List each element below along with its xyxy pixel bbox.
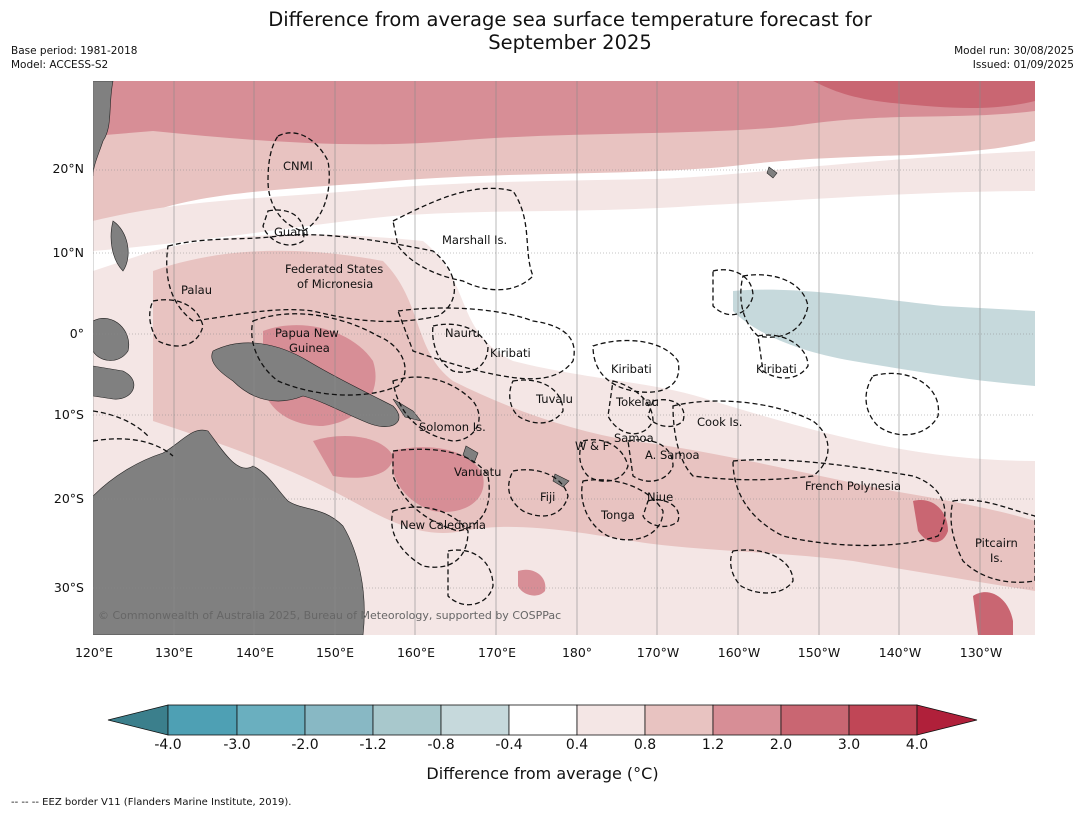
lat-label-20s: 20°S — [53, 491, 84, 506]
label-guam: Guam — [274, 225, 309, 239]
colorbar-bin-10 — [780, 704, 850, 736]
lat-label-20n: 20°N — [52, 161, 84, 176]
colorbar-bin-11 — [848, 704, 918, 736]
colorbar-label-10: 2.0 — [769, 737, 793, 753]
colorbar-label-2: -3.0 — [223, 737, 251, 753]
colorbar-label-7: 0.4 — [565, 737, 589, 753]
label-fsm-line1: Federated States — [285, 262, 384, 276]
label-kiribati-west: Kiribati — [490, 346, 531, 360]
colorbar-bin-7 — [576, 704, 646, 736]
sst-anomaly-map: CNMI Guam Marshall Is. Federated States … — [93, 81, 1035, 635]
lon-label-130e: 130°E — [154, 645, 193, 660]
label-kiribati-central: Kiribati — [611, 362, 652, 376]
colorbar-label-1: -4.0 — [154, 737, 182, 753]
model-run-text: Model run: 30/08/2025 — [954, 45, 1074, 57]
colorbar-bin-6 — [508, 704, 578, 736]
lon-label-170w: 170°W — [636, 645, 680, 660]
lon-label-140e: 140°E — [235, 645, 274, 660]
lon-label-160e: 160°E — [396, 645, 435, 660]
lon-label-150w: 150°W — [797, 645, 841, 660]
label-pitcairn-line1: Pitcairn — [975, 536, 1018, 550]
label-new-caledonia: New Caledonia — [400, 518, 486, 532]
label-png-line1: Papua New — [275, 326, 339, 340]
lon-label-140w: 140°W — [878, 645, 922, 660]
colorbar-bin-9 — [712, 704, 782, 736]
lon-label-160w: 160°W — [717, 645, 761, 660]
land-masses — [93, 81, 778, 635]
label-kiribati-east: Kiribati — [756, 362, 797, 376]
colorbar-label-8: 0.8 — [633, 737, 657, 753]
label-wallis-futuna: W & F — [575, 439, 610, 453]
lat-label-0: 0° — [69, 326, 84, 341]
colorbar-label-4: -1.2 — [359, 737, 387, 753]
colorbar-bin-3 — [304, 704, 374, 736]
label-png-line2: Guinea — [289, 341, 330, 355]
label-fsm-line2: of Micronesia — [297, 277, 374, 291]
label-tuvalu: Tuvalu — [536, 392, 573, 406]
colorbar-arrow-low — [107, 704, 169, 736]
label-marshall-is: Marshall Is. — [442, 233, 508, 247]
colorbar-title: Difference from average (°C) — [426, 764, 659, 783]
label-tokelau: Tokelau — [616, 395, 659, 409]
colorbar-bin-4 — [372, 704, 442, 736]
colorbar-label-12: 4.0 — [905, 737, 929, 753]
label-solomon-is: Solomon Is. — [419, 420, 486, 434]
lon-label-150e: 150°E — [315, 645, 354, 660]
label-palau: Palau — [181, 283, 212, 297]
label-niue: Niue — [647, 490, 674, 504]
colorbar-label-3: -2.0 — [291, 737, 319, 753]
label-cook-is: Cook Is. — [697, 415, 743, 429]
label-french-polynesia: French Polynesia — [805, 479, 902, 493]
colorbar-bin-5 — [440, 704, 510, 736]
colorbar-label-6: -0.4 — [495, 737, 523, 753]
colorbar-label-11: 3.0 — [837, 737, 861, 753]
colorbar-arrow-high — [916, 704, 978, 736]
lat-label-10n: 10°N — [52, 245, 84, 260]
eez-footnote: -- -- -- EEZ border V11 (Flanders Marine… — [11, 797, 292, 808]
label-nauru: Nauru — [445, 326, 480, 340]
colorbar-label-5: -0.8 — [427, 737, 455, 753]
map-canvas — [93, 81, 1035, 635]
colorbar-bin-1 — [167, 704, 238, 736]
label-tonga: Tonga — [601, 508, 635, 522]
lon-label-170e: 170°E — [477, 645, 516, 660]
issued-text: Issued: 01/09/2025 — [972, 59, 1074, 71]
lat-label-10s: 10°S — [53, 407, 84, 422]
map-title-line1: Difference from average sea surface temp… — [268, 8, 872, 31]
label-cnmi: CNMI — [283, 159, 313, 173]
colorbar — [107, 704, 978, 736]
map-title: Difference from average sea surface temp… — [0, 8, 1085, 54]
label-fiji: Fiji — [540, 490, 556, 504]
label-american-samoa: A. Samoa — [645, 448, 700, 462]
label-vanuatu: Vanuatu — [454, 465, 502, 479]
label-samoa: Samoa — [614, 431, 654, 445]
base-period-info: Base period: 1981-2018 Model: ACCESS-S2 — [11, 44, 137, 72]
graticule — [93, 81, 1035, 635]
lat-label-30s: 30°S — [53, 580, 84, 595]
colorbar-bin-8 — [644, 704, 714, 736]
base-period-text: Base period: 1981-2018 — [11, 45, 138, 57]
map-title-line2: September 2025 — [488, 31, 652, 54]
colorbar-label-9: 1.2 — [701, 737, 725, 753]
model-run-info: Model run: 30/08/2025 Issued: 01/09/2025 — [954, 44, 1074, 72]
eez-borders — [93, 132, 1035, 606]
copyright-notice: © Commonwealth of Australia 2025, Bureau… — [98, 609, 562, 622]
colorbar-bin-2 — [236, 704, 306, 736]
lon-label-130w: 130°W — [959, 645, 1003, 660]
lon-label-120e: 120°E — [74, 645, 113, 660]
model-text: Model: ACCESS-S2 — [11, 59, 109, 71]
lon-label-180: 180° — [561, 645, 593, 660]
label-pitcairn-line2: Is. — [990, 551, 1004, 565]
